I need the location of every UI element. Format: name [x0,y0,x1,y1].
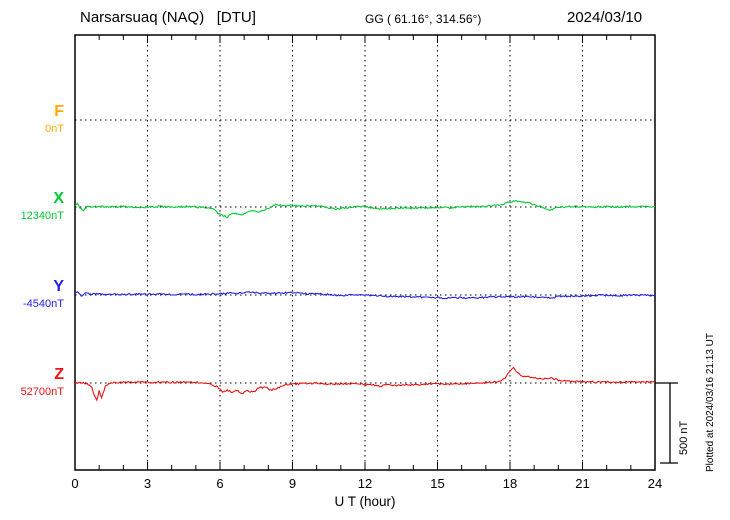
trace-X [74,199,655,219]
x-tick-label: 24 [647,476,663,491]
component-name-X: X [53,190,64,207]
x-tick-label: 21 [575,476,590,491]
x-tick-label: 12 [357,476,373,491]
component-name-F: F [54,103,64,120]
x-tick-label: 15 [430,476,445,491]
x-tick-label: 6 [216,476,224,491]
scale-bar-label: 500 nT [678,420,690,455]
gg-coordinates: GG ( 61.16°, 314.56°) [365,12,482,26]
x-tick-label: 18 [502,476,518,491]
trace-Z [74,366,656,402]
date-label: 2024/03/10 [567,9,643,26]
component-name-Z: Z [54,366,64,383]
trace-Y [74,290,656,300]
component-name-Y: Y [53,278,64,295]
x-tick-label: 9 [288,476,297,491]
x-axis-label: U T (hour) [334,494,396,509]
plot-frame [74,34,656,471]
component-baseline-Z: 52700nT [20,386,64,398]
x-tick-label: 0 [71,476,79,491]
component-baseline-X: 12340nT [20,210,64,222]
plotted-timestamp-note: Plotted at 2024/03/16 21:13 UT [705,333,716,472]
station-title: Narsarsuaq (NAQ) [DTU] [80,9,256,26]
component-baseline-Y: -4540nT [23,298,64,310]
x-tick-label: 3 [143,476,152,491]
component-baseline-F: 0nT [45,123,64,135]
